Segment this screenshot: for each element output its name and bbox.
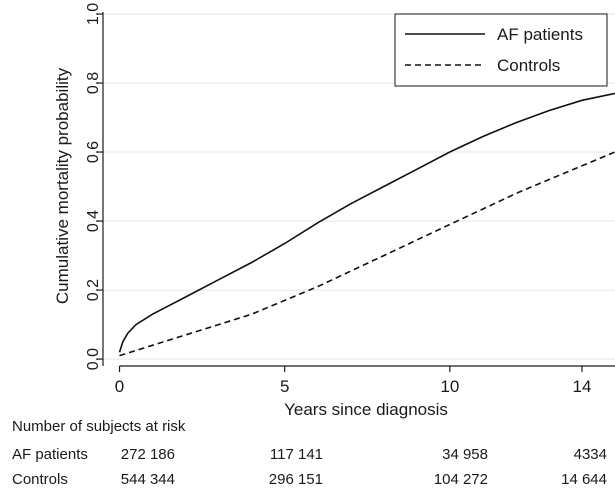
- chart: 0.0 0.2 0.4 0.6 0.8 1.0 0 5 10 14 Cumulative mort…: [53, 3, 615, 419]
- y-tick-label: 0.8: [85, 72, 102, 94]
- risk-count-cell: 272 186: [120, 446, 175, 463]
- series-lines: [118, 92, 615, 357]
- risk-row-label: Controls: [12, 471, 68, 488]
- legend-label: Controls: [497, 56, 560, 75]
- y-tick-label: 0.6: [85, 141, 102, 163]
- risk-table-title: Number of subjects at risk: [12, 418, 186, 435]
- legend-box: [394, 13, 608, 87]
- risk-count-cell: 117 141: [269, 446, 323, 463]
- series-line-controls: [119, 151, 615, 357]
- x-tick-label: 0: [115, 377, 124, 396]
- y-tick-label: 1.0: [85, 3, 102, 25]
- axes: [97, 12, 615, 372]
- series-line-af-patients: [118, 92, 615, 353]
- risk-count-cell: 34 958: [442, 446, 488, 463]
- risk-count-cell: 296 151: [268, 471, 323, 488]
- x-tick-label: 10: [440, 377, 459, 396]
- risk-count-cell: 104 272: [433, 471, 488, 488]
- grid-lines: [103, 13, 615, 360]
- y-axis-label: Cumulative mortality probability: [53, 67, 72, 304]
- risk-row-label: AF patients: [12, 446, 88, 463]
- x-tick-label: 14: [573, 377, 592, 396]
- x-axis-label: Years since diagnosis: [284, 400, 448, 419]
- tick-labels: 0.0 0.2 0.4 0.6 0.8 1.0 0 5 10 14: [85, 3, 591, 396]
- legend-label: AF patients: [497, 25, 583, 44]
- risk-count-cell: 544 344: [120, 471, 175, 488]
- legend: AF patients Controls: [394, 13, 608, 87]
- y-tick-label: 0.2: [85, 279, 102, 301]
- risk-count-cell: 14 644: [561, 471, 607, 488]
- risk-count-cell: 4334: [573, 446, 607, 463]
- x-tick-label: 5: [280, 377, 289, 396]
- y-tick-label: 0.0: [85, 348, 102, 370]
- y-tick-label: 0.4: [85, 210, 102, 232]
